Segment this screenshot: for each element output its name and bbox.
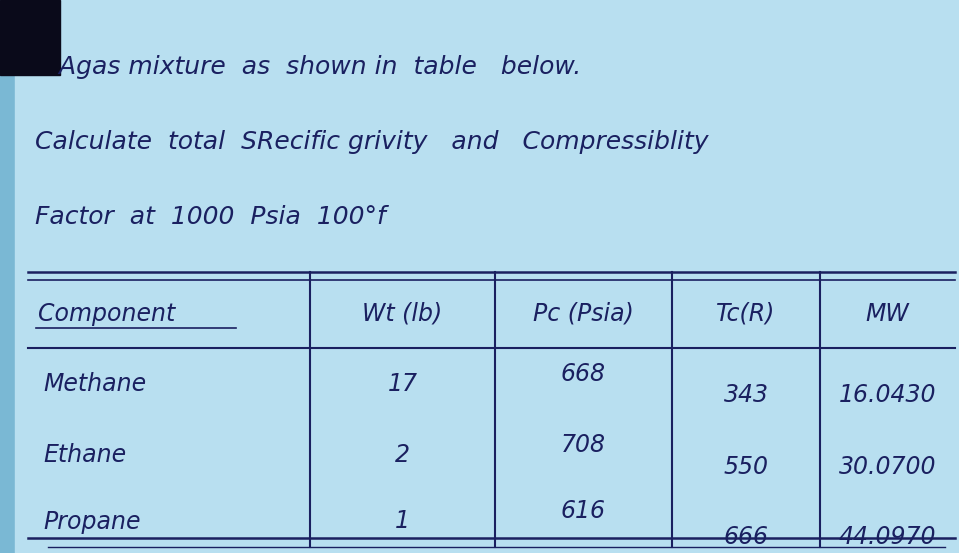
Text: 708: 708: [561, 433, 606, 457]
Text: Pc (Psia): Pc (Psia): [533, 302, 634, 326]
Text: MW: MW: [866, 302, 909, 326]
Text: Tc(R): Tc(R): [716, 302, 776, 326]
Text: Agas mixture  as  shown in  table   below.: Agas mixture as shown in table below.: [35, 55, 581, 79]
Text: 616: 616: [561, 499, 606, 524]
Text: Wt (lb): Wt (lb): [363, 302, 443, 326]
Text: 666: 666: [723, 525, 768, 549]
Text: 30.0700: 30.0700: [839, 455, 936, 479]
Text: Propane: Propane: [43, 509, 141, 534]
Text: Factor  at  1000  Psia  100°f: Factor at 1000 Psia 100°f: [35, 205, 386, 229]
Bar: [0, 0, 60, 75]
Text: Methane: Methane: [43, 372, 146, 396]
Text: 17: 17: [387, 372, 417, 396]
Text: 16.0430: 16.0430: [839, 383, 936, 407]
Text: Component: Component: [38, 302, 175, 326]
Text: 550: 550: [723, 455, 768, 479]
Text: 2: 2: [395, 443, 410, 467]
Text: 343: 343: [723, 383, 768, 407]
Text: 44.0970: 44.0970: [839, 525, 936, 549]
Text: 668: 668: [561, 362, 606, 386]
Text: 1: 1: [395, 509, 410, 534]
Text: Calculate  total  SRecific grivity   and   Compressiblity: Calculate total SRecific grivity and Com…: [35, 130, 709, 154]
Text: Ethane: Ethane: [43, 443, 127, 467]
